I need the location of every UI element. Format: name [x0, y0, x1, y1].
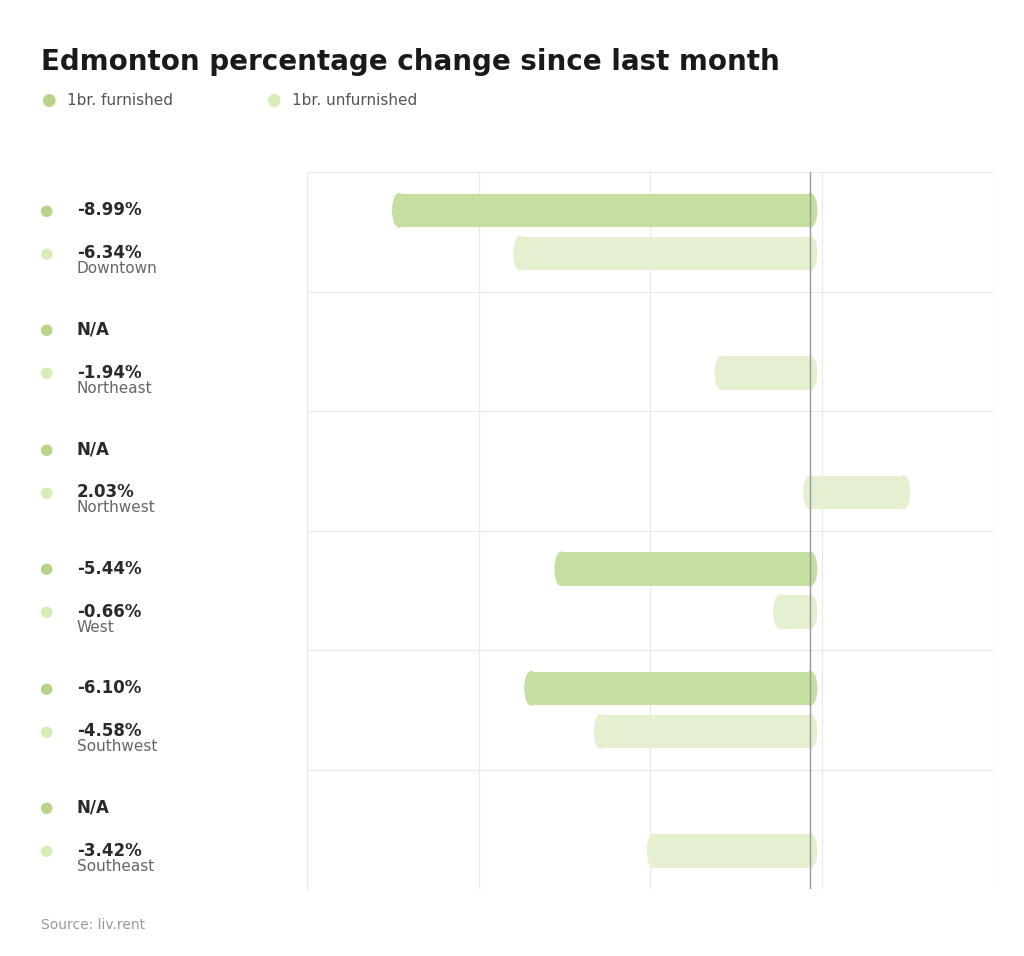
Text: -8.99%: -8.99%: [77, 202, 141, 219]
Text: ●: ●: [40, 604, 52, 619]
Circle shape: [804, 595, 817, 629]
Circle shape: [804, 475, 817, 509]
Circle shape: [525, 671, 538, 706]
Circle shape: [804, 356, 817, 390]
Circle shape: [647, 834, 660, 868]
Circle shape: [393, 193, 406, 228]
Text: ●: ●: [40, 485, 52, 500]
Text: -4.58%: -4.58%: [77, 723, 141, 740]
Text: ●: ●: [40, 800, 52, 815]
Text: ●: ●: [41, 92, 55, 109]
Text: -6.10%: -6.10%: [77, 680, 141, 697]
Text: ●: ●: [40, 724, 52, 739]
Text: ●: ●: [40, 322, 52, 337]
Circle shape: [804, 834, 817, 868]
Text: West: West: [77, 619, 115, 635]
Text: Source: liv.rent: Source: liv.rent: [41, 918, 145, 932]
Bar: [561, 552, 810, 585]
Circle shape: [897, 475, 909, 509]
Text: ●: ●: [40, 442, 52, 457]
Bar: [722, 356, 810, 390]
Text: ●: ●: [40, 203, 52, 218]
Text: Downtown: Downtown: [77, 261, 158, 276]
Text: Edmonton percentage change since last month: Edmonton percentage change since last mo…: [41, 48, 779, 76]
Text: ●: ●: [40, 246, 52, 261]
Circle shape: [595, 714, 607, 748]
Text: ●: ●: [40, 561, 52, 576]
Circle shape: [555, 552, 568, 585]
Circle shape: [715, 356, 728, 390]
Text: -1.94%: -1.94%: [77, 364, 141, 381]
Text: Northwest: Northwest: [77, 500, 156, 515]
Text: N/A: N/A: [77, 321, 110, 338]
Text: -5.44%: -5.44%: [77, 560, 141, 577]
Text: 2.03%: 2.03%: [77, 484, 134, 501]
Text: -0.66%: -0.66%: [77, 603, 141, 620]
Bar: [780, 595, 810, 629]
Text: 1br. unfurnished: 1br. unfurnished: [292, 93, 417, 108]
Circle shape: [804, 236, 817, 270]
Text: Southeast: Southeast: [77, 858, 154, 874]
Circle shape: [804, 193, 817, 228]
Text: N/A: N/A: [77, 799, 110, 816]
Circle shape: [804, 552, 817, 585]
Bar: [399, 193, 810, 228]
Bar: [654, 834, 810, 868]
Text: N/A: N/A: [77, 441, 110, 458]
Circle shape: [804, 714, 817, 748]
Text: Southwest: Southwest: [77, 739, 157, 754]
Text: ●: ●: [40, 843, 52, 858]
Circle shape: [774, 595, 786, 629]
Text: -3.42%: -3.42%: [77, 842, 141, 859]
Bar: [601, 715, 810, 748]
Bar: [810, 476, 903, 509]
Bar: [531, 671, 810, 706]
Text: 1br. furnished: 1br. furnished: [67, 93, 173, 108]
Bar: [520, 236, 810, 270]
Text: ●: ●: [266, 92, 281, 109]
Text: ●: ●: [40, 681, 52, 696]
Text: Northeast: Northeast: [77, 380, 153, 396]
Circle shape: [514, 236, 526, 270]
Text: ●: ●: [40, 365, 52, 380]
Circle shape: [804, 671, 817, 706]
Text: -6.34%: -6.34%: [77, 245, 141, 262]
